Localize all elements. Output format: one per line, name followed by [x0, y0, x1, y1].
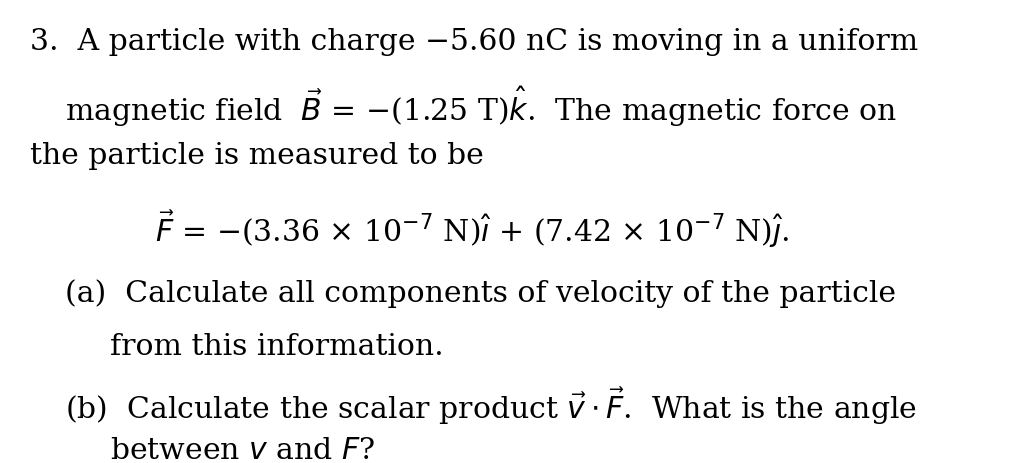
Text: $\vec{F}$ = −(3.36 × 10$^{-7}$ N)$\hat{\imath}$ + (7.42 × 10$^{-7}$ N)$\hat{\jma: $\vec{F}$ = −(3.36 × 10$^{-7}$ N)$\hat{\… — [155, 207, 790, 249]
Text: (b)  Calculate the scalar product $\vec{v}\cdot\vec{F}$.  What is the angle: (b) Calculate the scalar product $\vec{v… — [65, 384, 918, 426]
Text: 3.  A particle with charge −5.60 nC is moving in a uniform: 3. A particle with charge −5.60 nC is mo… — [30, 28, 919, 56]
Text: between $v$ and $F$?: between $v$ and $F$? — [110, 436, 375, 463]
Text: magnetic field  $\vec{B}$ = −(1.25 T)$\hat{k}$.  The magnetic force on: magnetic field $\vec{B}$ = −(1.25 T)$\ha… — [65, 85, 897, 129]
Text: from this information.: from this information. — [110, 332, 443, 360]
Text: the particle is measured to be: the particle is measured to be — [30, 142, 483, 169]
Text: (a)  Calculate all components of velocity of the particle: (a) Calculate all components of velocity… — [65, 278, 896, 307]
